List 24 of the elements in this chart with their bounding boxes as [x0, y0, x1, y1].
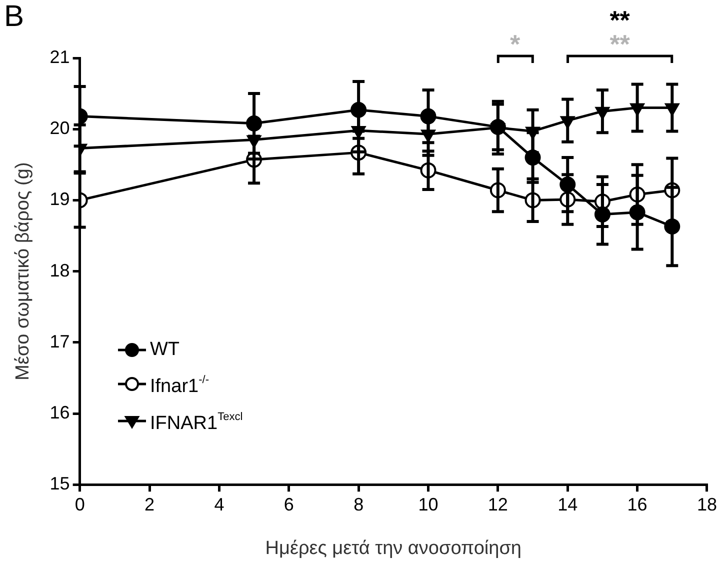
y-tick-label: 17 [50, 331, 70, 352]
x-tick-label: 8 [354, 494, 364, 514]
legend-label: IFNAR1$^{Texcl}$ [150, 410, 243, 436]
y-tick-label: 19 [50, 189, 70, 210]
y-tick-label: 16 [50, 402, 70, 422]
y-tick-label: 21 [50, 46, 70, 67]
x-axis-title: Ημέρες μετά την ανοσοποίηση [265, 538, 522, 559]
y-tick-label: 20 [50, 118, 70, 138]
x-tick-label: 10 [418, 494, 438, 514]
legend-label: WT [150, 338, 180, 362]
x-tick-label: 0 [74, 494, 85, 514]
x-tick-label: 12 [488, 494, 508, 514]
x-tick-label: 6 [284, 494, 294, 514]
annotation: * [510, 29, 522, 60]
x-tick-label: 18 [696, 494, 718, 514]
text: B [4, 0, 24, 34]
y-tick-label: 18 [50, 260, 70, 280]
x-tick-label: 14 [558, 494, 578, 514]
legend-label: Ifnar1$^{-/-}$ [150, 373, 209, 399]
x-tick-label: 16 [627, 494, 648, 514]
y-tick-label: 15 [50, 474, 70, 494]
y-axis-title: Μέσο σωματικό βάρος (g) [12, 162, 34, 380]
x-tick-label: 2 [144, 494, 155, 514]
x-tick-label: 4 [214, 494, 224, 514]
